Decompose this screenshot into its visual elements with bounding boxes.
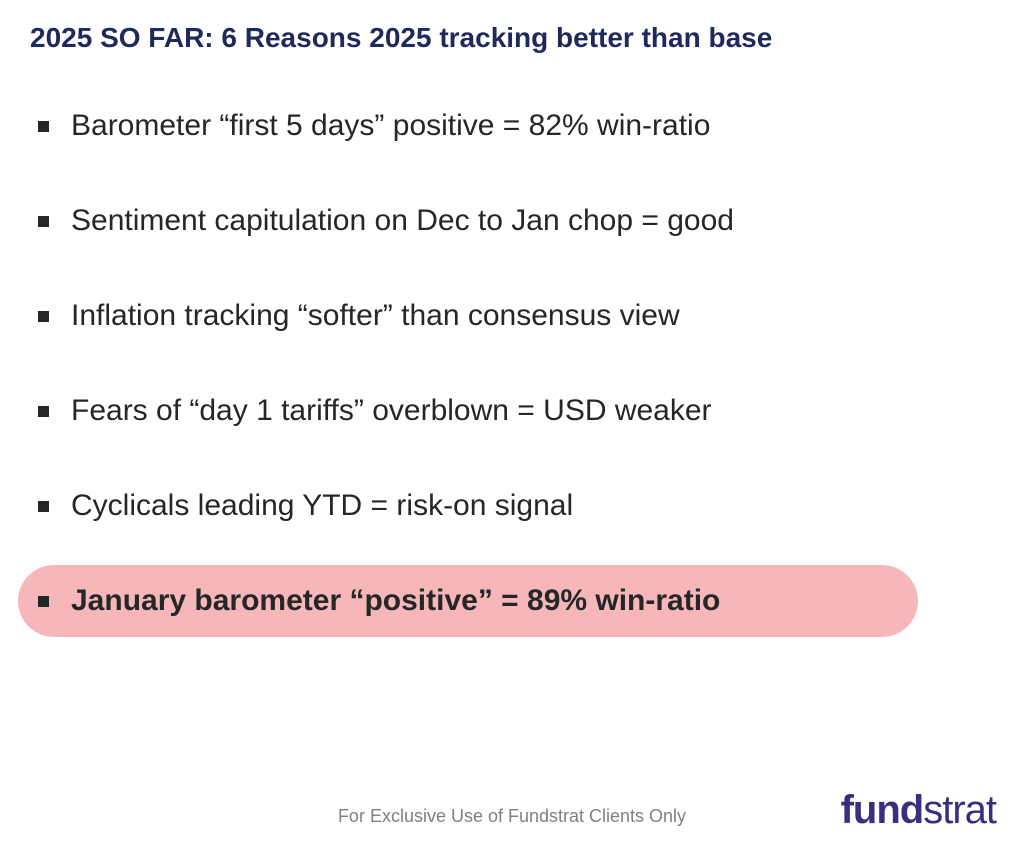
bullet-item: Fears of “day 1 tariffs” overblown = USD… xyxy=(38,393,994,429)
bullet-marker-icon xyxy=(38,216,49,227)
bullet-marker-icon xyxy=(38,501,49,512)
bullet-item: Cyclicals leading YTD = risk-on signal xyxy=(38,488,994,524)
bullet-item: Barometer “first 5 days” positive = 82% … xyxy=(38,108,994,144)
logo-rest: strat xyxy=(923,788,996,832)
bullet-text: Cyclicals leading YTD = risk-on signal xyxy=(71,488,573,524)
bullet-marker-icon xyxy=(38,311,49,322)
slide: 2025 SO FAR: 6 Reasons 2025 tracking bet… xyxy=(0,0,1024,847)
bullet-text: Inflation tracking “softer” than consens… xyxy=(71,298,680,334)
bullet-text: January barometer “positive” = 89% win-r… xyxy=(71,583,720,619)
bullet-text: Sentiment capitulation on Dec to Jan cho… xyxy=(71,203,734,239)
bullet-text: Fears of “day 1 tariffs” overblown = USD… xyxy=(71,393,712,429)
bullet-marker-icon xyxy=(38,121,49,132)
bullet-item: Inflation tracking “softer” than consens… xyxy=(38,298,994,334)
slide-title: 2025 SO FAR: 6 Reasons 2025 tracking bet… xyxy=(30,22,772,54)
bullet-item: Sentiment capitulation on Dec to Jan cho… xyxy=(38,203,994,239)
bullet-text: Barometer “first 5 days” positive = 82% … xyxy=(71,108,710,144)
bullet-marker-icon xyxy=(38,406,49,417)
bullet-item: January barometer “positive” = 89% win-r… xyxy=(38,583,994,619)
bullet-list: Barometer “first 5 days” positive = 82% … xyxy=(38,108,994,678)
fundstrat-logo: fundstrat xyxy=(841,788,996,833)
logo-bold: fund xyxy=(841,788,924,832)
bullet-marker-icon xyxy=(38,596,49,607)
